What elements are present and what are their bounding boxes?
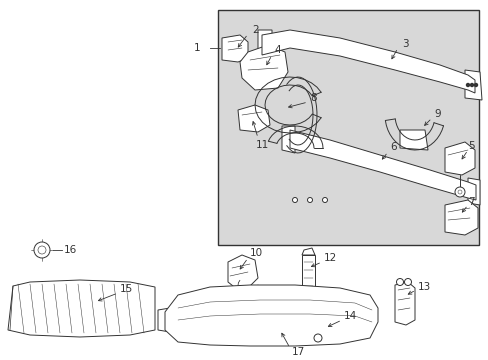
Circle shape — [34, 242, 50, 258]
Circle shape — [404, 279, 411, 285]
Circle shape — [307, 198, 312, 202]
Polygon shape — [258, 30, 271, 60]
Polygon shape — [399, 130, 427, 150]
Polygon shape — [240, 45, 287, 90]
Polygon shape — [164, 285, 377, 346]
Polygon shape — [467, 178, 479, 205]
Text: 4: 4 — [273, 45, 280, 55]
Text: 9: 9 — [433, 109, 440, 119]
Polygon shape — [302, 248, 314, 255]
Text: 11: 11 — [256, 140, 269, 150]
Polygon shape — [289, 130, 475, 200]
Polygon shape — [444, 200, 477, 235]
Circle shape — [396, 279, 403, 285]
Polygon shape — [297, 318, 347, 342]
Circle shape — [292, 198, 297, 202]
Polygon shape — [218, 10, 478, 245]
Text: 15: 15 — [120, 284, 133, 294]
Text: 5: 5 — [467, 141, 474, 151]
Text: 1: 1 — [193, 43, 200, 53]
Polygon shape — [302, 255, 314, 315]
Circle shape — [313, 334, 321, 342]
Text: 16: 16 — [64, 245, 77, 255]
Polygon shape — [227, 255, 258, 290]
Circle shape — [466, 84, 468, 86]
Text: 8: 8 — [309, 93, 316, 103]
Polygon shape — [262, 30, 474, 93]
Text: 17: 17 — [291, 347, 305, 357]
Text: 2: 2 — [251, 25, 258, 35]
Text: 6: 6 — [389, 142, 396, 152]
Polygon shape — [222, 35, 247, 62]
Text: 14: 14 — [343, 311, 357, 321]
Polygon shape — [238, 105, 269, 132]
Text: 12: 12 — [324, 253, 337, 263]
Circle shape — [469, 84, 472, 86]
Circle shape — [38, 246, 46, 254]
Circle shape — [322, 198, 327, 202]
Polygon shape — [394, 282, 414, 325]
Polygon shape — [282, 126, 294, 153]
Circle shape — [473, 84, 476, 86]
Text: 7: 7 — [467, 197, 474, 207]
Polygon shape — [464, 70, 481, 100]
Polygon shape — [158, 308, 170, 332]
Text: 13: 13 — [417, 282, 430, 292]
Text: 3: 3 — [401, 39, 408, 49]
Circle shape — [454, 187, 464, 197]
Text: 10: 10 — [249, 248, 263, 258]
Circle shape — [457, 190, 461, 194]
Polygon shape — [8, 280, 155, 337]
Polygon shape — [444, 142, 474, 175]
